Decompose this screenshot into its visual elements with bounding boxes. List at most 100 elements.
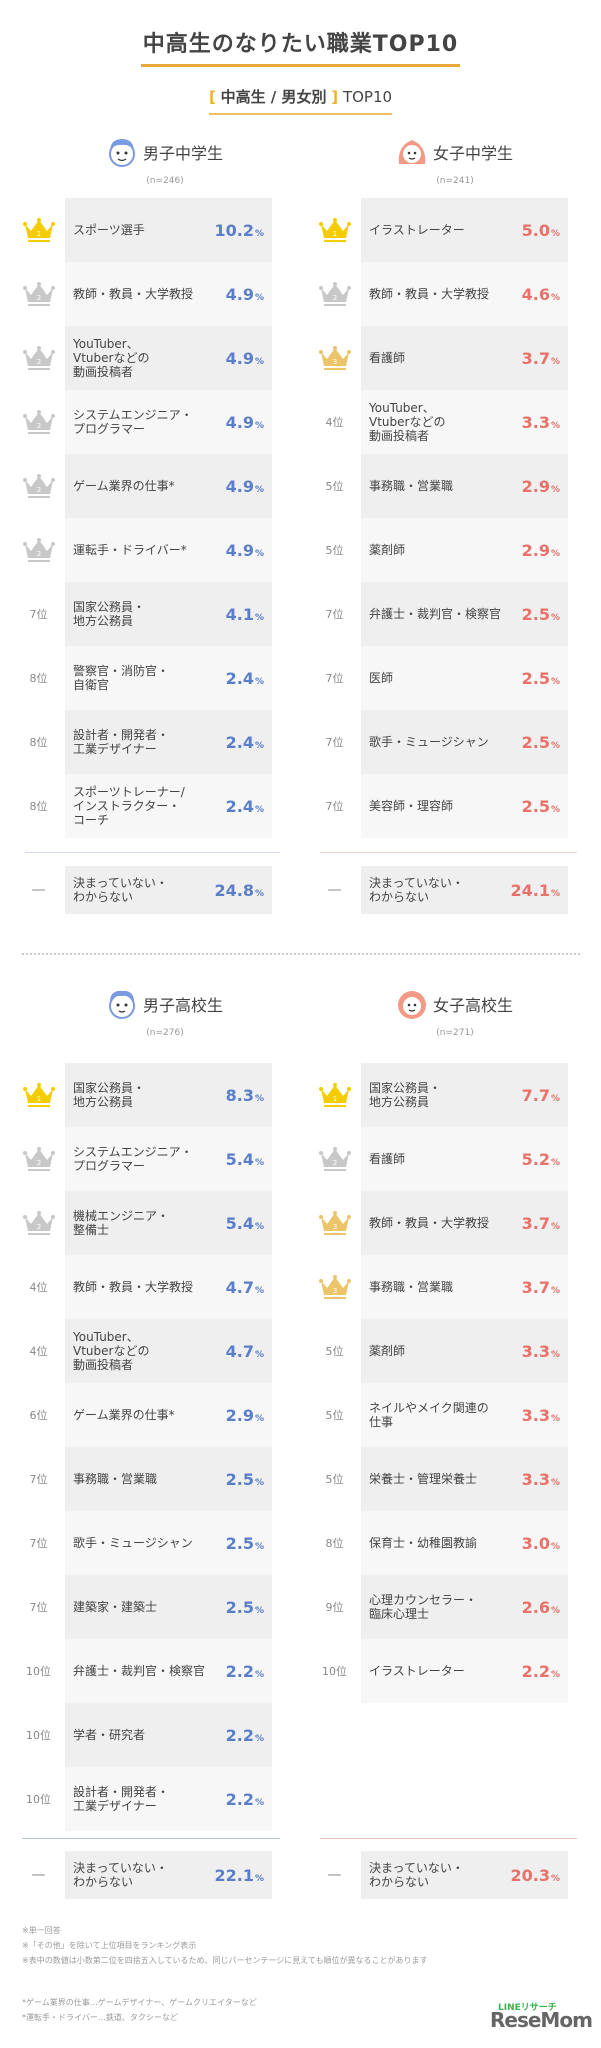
percentage: 4.9% [225, 540, 264, 560]
rank: 7位 [12, 1599, 65, 1615]
group-name: 男子高校生 [142, 996, 223, 1015]
rank: 7位 [308, 798, 361, 814]
svg-text:2: 2 [36, 1159, 40, 1167]
row-cell: 保育士・幼稚園教諭 3.0% [361, 1511, 568, 1575]
svg-text:2: 2 [36, 550, 40, 558]
ranking-row: 5位 ネイルやメイク関連の 仕事 3.3% [308, 1383, 568, 1447]
rank: 8位 [308, 1535, 361, 1551]
rank-label: 7位 [325, 800, 344, 813]
rank-label: 7位 [29, 1537, 48, 1550]
rank: 10位 [308, 1663, 361, 1679]
ranking-row: 4位 YouTuber、 Vtuberなどの 動画投稿者 3.3% [308, 390, 568, 454]
svg-text:2: 2 [36, 422, 40, 430]
rank: 7位 [12, 606, 65, 622]
svg-text:3: 3 [332, 1287, 336, 1295]
occupation-label: スポーツ選手 [73, 223, 145, 237]
rank-label: 8位 [325, 1537, 344, 1550]
percentage: 10.2% [214, 220, 264, 240]
divider [320, 1838, 577, 1839]
occupation-label: 歌手・ミュージシャン [73, 1536, 193, 1550]
percentage: 22.1% [214, 1865, 264, 1885]
row-cell: 教師・教員・大学教授 4.6% [361, 262, 568, 326]
svg-text:2: 2 [332, 294, 336, 302]
ranking-row: 3 事務職・営業職 3.7% [308, 1255, 568, 1319]
row-cell: 教師・教員・大学教授 3.7% [361, 1191, 568, 1255]
subtitle-main: 中高生 / 男女別 [220, 88, 327, 106]
rank-label: 7位 [325, 608, 344, 621]
percentage: 2.4% [225, 732, 264, 752]
sample-size: (n=241) [436, 176, 474, 186]
row-cell: 国家公務員・ 地方公務員 8.3% [65, 1063, 272, 1127]
footnote: *ゲーム業界の仕事…ゲームデザイナー、ゲームクリエイターなど [22, 1998, 257, 2007]
boy-avatar-icon [107, 136, 137, 168]
ranking-row: 2 看護師 5.2% [308, 1127, 568, 1191]
percentage: 2.5% [521, 732, 560, 752]
row-cell: スポーツ選手 10.2% [65, 198, 272, 262]
rank: 8位 [12, 734, 65, 750]
percentage: 2.9% [521, 540, 560, 560]
percentage: 2.9% [225, 1405, 264, 1425]
percentage: 2.5% [225, 1533, 264, 1553]
note: ※「その他」を除いて上位項目をランキング表示 [22, 1941, 197, 1950]
occupation-label: ゲーム業界の仕事* [73, 479, 175, 493]
rank: 7位 [308, 606, 361, 622]
row-cell: システムエンジニア・ プログラマー 4.9% [65, 390, 272, 454]
ranking-row: 1 イラストレーター 5.0% [308, 198, 568, 262]
girl-avatar-icon [397, 988, 427, 1020]
rank-label: 4位 [325, 416, 344, 429]
crown-silver-icon: 2 [22, 1210, 56, 1236]
occupation-label: 保育士・幼稚園教諭 [369, 1536, 478, 1550]
sample-size: (n=246) [146, 176, 184, 186]
occupation-label: 教師・教員・大学教授 [369, 1216, 490, 1230]
ranking-row: 7位 医師 2.5% [308, 646, 568, 710]
group-header-boys-middle: 男子中学生 (n=246) [40, 136, 290, 186]
percentage: 2.6% [521, 1597, 560, 1617]
rank: 7位 [12, 1535, 65, 1551]
svg-text:2: 2 [36, 358, 40, 366]
row-cell: 心理カウンセラー・ 臨床心理士 2.6% [361, 1575, 568, 1639]
rank: 1 [308, 217, 361, 243]
ranking-row: 2 ゲーム業界の仕事* 4.9% [12, 454, 272, 518]
divider [25, 852, 280, 853]
row-cell: 歌手・ミュージシャン 2.5% [361, 710, 568, 774]
ranking-row: 1 国家公務員・ 地方公務員 7.7% [308, 1063, 568, 1127]
rank: 5位 [308, 1343, 361, 1359]
percentage: 2.4% [225, 796, 264, 816]
occupation-label: 決まっていない・ わからない [369, 876, 464, 904]
sample-size: (n=276) [146, 1028, 184, 1038]
ranking-row: 2 システムエンジニア・ プログラマー 5.4% [12, 1127, 272, 1191]
rank-label: 5位 [325, 1473, 344, 1486]
rank: 2 [308, 1146, 361, 1172]
occupation-label: 国家公務員・ 地方公務員 [369, 1081, 442, 1109]
ranking-row: 4位 YouTuber、 Vtuberなどの 動画投稿者 4.7% [12, 1319, 272, 1383]
section-divider [22, 953, 580, 955]
occupation-label: イラストレーター [369, 1664, 465, 1678]
occupation-label: 国家公務員・ 地方公務員 [73, 1081, 146, 1109]
ranking-list-boys-high: 1 国家公務員・ 地方公務員 8.3% 2 システムエンジニア・ プログラマー 5.4% 2… [12, 1063, 272, 1831]
occupation-label: 教師・教員・大学教授 [73, 1280, 194, 1294]
ranking-row: 9位 心理カウンセラー・ 臨床心理士 2.6% [308, 1575, 568, 1639]
rank: 1 [12, 217, 65, 243]
occupation-label: ネイルやメイク関連の 仕事 [369, 1401, 489, 1429]
rank-label: — [31, 882, 46, 898]
resemom-logo: LINEリサーチ ReseMom [490, 2003, 593, 2032]
crown-gold-icon: 1 [318, 217, 352, 243]
percentage: 20.3% [510, 1865, 560, 1885]
svg-text:3: 3 [332, 1223, 336, 1231]
percentage: 4.9% [225, 284, 264, 304]
title-wrap: 中高生のなりたい職業TOP10 [0, 26, 601, 67]
occupation-label: 薬剤師 [369, 543, 406, 557]
rank-label: 7位 [29, 608, 48, 621]
rank: 2 [12, 1146, 65, 1172]
subtitle: [ 中高生 / 男女別 ] TOP10 [208, 86, 393, 115]
ranking-row: 5位 薬剤師 3.3% [308, 1319, 568, 1383]
percentage: 5.0% [521, 220, 560, 240]
row-cell: 教師・教員・大学教授 4.7% [65, 1255, 272, 1319]
percentage: 3.7% [521, 348, 560, 368]
crown-bronze-icon: 3 [318, 1210, 352, 1236]
ranking-row: 8位 警察官・消防官・ 自衛官 2.4% [12, 646, 272, 710]
rank: 4位 [12, 1279, 65, 1295]
rank: 7位 [12, 1471, 65, 1487]
occupation-label: 事務職・営業職 [369, 479, 454, 493]
rank: 7位 [308, 670, 361, 686]
